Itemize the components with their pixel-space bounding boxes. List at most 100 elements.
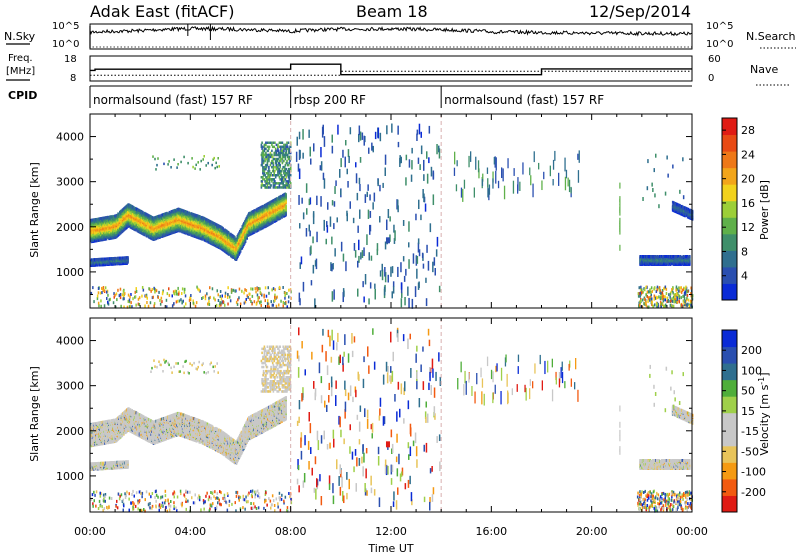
nsky-label: N.Sky	[4, 30, 36, 43]
echo-cell	[157, 217, 159, 221]
echo-cell	[127, 203, 129, 207]
echo-cell	[142, 210, 144, 214]
echo-cell	[666, 255, 669, 258]
echo-cell	[207, 240, 210, 244]
echo-cell	[120, 220, 123, 224]
echo-cell	[114, 231, 117, 235]
echo-cell	[204, 217, 206, 221]
echo-cell	[677, 203, 680, 207]
echo-cell	[273, 198, 276, 202]
echo-cell	[282, 214, 284, 218]
echo-cell	[112, 257, 114, 260]
echo-cell	[231, 234, 234, 237]
echo-cell	[684, 261, 686, 265]
echo-cell	[183, 209, 186, 213]
echo-cell	[273, 203, 276, 206]
echo-cell	[639, 255, 641, 258]
echo-cell	[213, 243, 215, 247]
echo-cell	[673, 201, 676, 205]
echo-cell	[207, 219, 210, 222]
echo-cell	[127, 256, 129, 260]
echo-cell	[237, 233, 239, 237]
echo-cell	[90, 258, 93, 262]
echo-cell	[150, 234, 152, 238]
echo-cell	[174, 219, 176, 222]
echo-cell	[285, 204, 287, 208]
echo-cell	[252, 210, 254, 213]
cpid-segment-label: rbsp 200 RF	[294, 93, 366, 107]
echo-cell	[272, 215, 275, 219]
echo-cell	[186, 219, 189, 223]
echo-cell	[142, 218, 144, 222]
echo-cell	[678, 262, 680, 266]
echo-cell	[114, 256, 117, 260]
echo-cell	[177, 207, 180, 211]
echo-cell	[118, 256, 120, 260]
echo-cell	[174, 212, 176, 216]
nsearch-tick-bottom: 10^0	[706, 39, 733, 50]
echo-cell	[239, 251, 241, 255]
echo-cell	[96, 223, 99, 227]
nsky-series	[89, 24, 693, 48]
echo-cell	[99, 217, 102, 221]
echo-cell	[177, 220, 180, 223]
echo-cell	[120, 256, 123, 260]
echo-cell	[153, 232, 156, 236]
echo-cell	[270, 200, 272, 204]
echo-cell	[654, 255, 656, 258]
echo-cell	[234, 247, 236, 251]
echo-cell	[677, 255, 679, 258]
echo-cell	[270, 221, 272, 225]
echo-cell	[204, 219, 206, 223]
echo-cell	[282, 193, 284, 197]
echo-cell	[285, 211, 287, 215]
echo-cell	[171, 213, 174, 217]
echo-cell	[271, 199, 273, 203]
echo-cell	[112, 226, 114, 230]
echo-cell	[689, 255, 691, 258]
echo-cell	[125, 204, 128, 208]
echo-cell	[162, 223, 165, 227]
echo-cell	[222, 229, 224, 233]
echo-cell	[101, 225, 104, 229]
echo-cell	[678, 257, 680, 261]
echo-cell	[105, 235, 108, 239]
echo-cell	[90, 234, 93, 238]
echo-cell	[90, 218, 93, 222]
echo-cell	[129, 224, 132, 228]
echo-cell	[198, 234, 200, 238]
station-title: Adak East (fitACF)	[90, 2, 234, 21]
echo-cell	[105, 222, 108, 226]
echo-cell	[270, 206, 272, 209]
echo-cell	[120, 218, 123, 222]
echo-cell	[673, 207, 676, 211]
nsky-panel-frame	[89, 23, 693, 50]
echo-cell	[192, 227, 195, 231]
echo-cell	[675, 262, 678, 266]
echo-cell	[650, 255, 652, 258]
echo-cell	[254, 210, 257, 214]
echo-cell	[681, 204, 683, 208]
echo-cell	[162, 213, 165, 216]
echo-cell	[201, 216, 204, 220]
echo-cell	[135, 207, 138, 211]
echo-cell	[99, 257, 102, 261]
echo-cell	[231, 248, 234, 252]
echo-cell	[671, 261, 674, 265]
echo-cell	[150, 219, 152, 223]
echo-cell	[689, 258, 691, 262]
echo-cell	[157, 226, 159, 230]
cpid-segment-label: normalsound (fast) 157 RF	[93, 93, 253, 107]
date-title: 12/Sep/2014	[589, 2, 691, 21]
echo-cell	[675, 255, 678, 258]
echo-cell	[253, 224, 255, 228]
echo-cell	[192, 213, 195, 216]
echo-cell	[101, 233, 104, 237]
echo-cell	[135, 220, 138, 224]
cpid-segments: normalsound (fast) 157 RF rbsp 200 RF norm…	[89, 85, 692, 108]
nsky-tick-bottom: 10^0	[52, 39, 79, 50]
echo-cell	[674, 256, 676, 260]
echo-cell	[153, 216, 156, 220]
nave-label: Nave	[750, 63, 778, 76]
echo-cell	[272, 212, 275, 216]
